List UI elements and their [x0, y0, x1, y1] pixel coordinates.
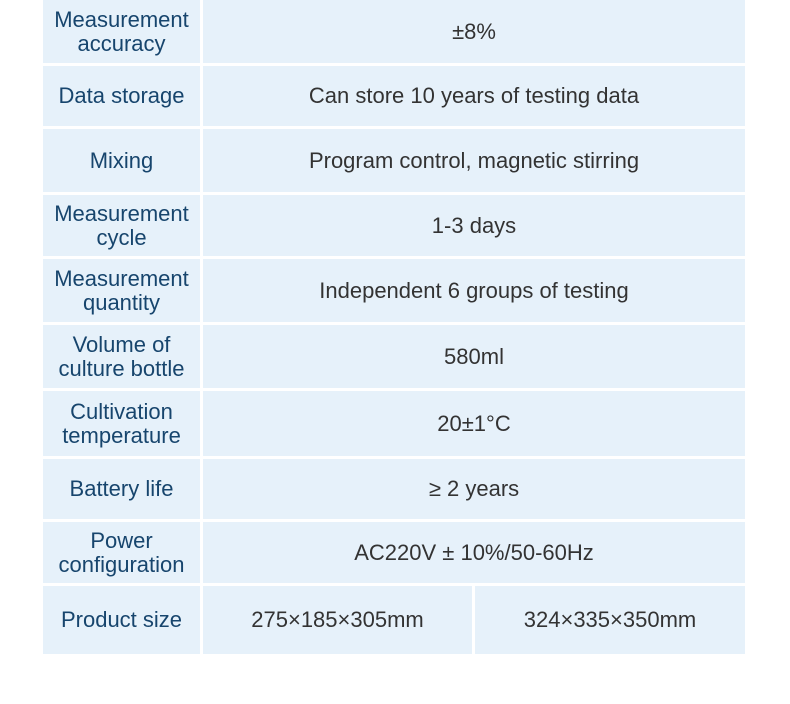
spec-label-cultivation-temperature: Cultivation temperature [43, 391, 200, 456]
spec-value-measurement-accuracy: ±8% [203, 0, 745, 63]
spec-label-culture-bottle-volume: Volume of culture bottle [43, 325, 200, 388]
spec-value-measurement-quantity: Independent 6 groups of testing [203, 259, 745, 322]
spec-label-product-size: Product size [43, 586, 200, 654]
spec-value-data-storage: Can store 10 years of testing data [203, 66, 745, 126]
spec-value-power-configuration: AC220V ± 10%/50-60Hz [203, 522, 745, 583]
spec-label-data-storage: Data storage [43, 66, 200, 126]
spec-value-product-size-2: 324×335×350mm [475, 586, 745, 654]
spec-value-product-size-1: 275×185×305mm [203, 586, 472, 654]
spec-value-cultivation-temperature: 20±1°C [203, 391, 745, 456]
spec-value-measurement-cycle: 1-3 days [203, 195, 745, 256]
spec-label-measurement-quantity: Measurement quantity [43, 259, 200, 322]
spec-label-battery-life: Battery life [43, 459, 200, 519]
spec-label-measurement-accuracy: Measurement accuracy [43, 0, 200, 63]
spec-label-measurement-cycle: Measurement cycle [43, 195, 200, 256]
spec-label-power-configuration: Power configuration [43, 522, 200, 583]
spec-label-mixing: Mixing [43, 129, 200, 192]
spec-table: Measurement accuracy ±8% Data storage Ca… [43, 0, 745, 654]
spec-value-mixing: Program control, magnetic stirring [203, 129, 745, 192]
spec-value-battery-life: ≥ 2 years [203, 459, 745, 519]
spec-value-culture-bottle-volume: 580ml [203, 325, 745, 388]
